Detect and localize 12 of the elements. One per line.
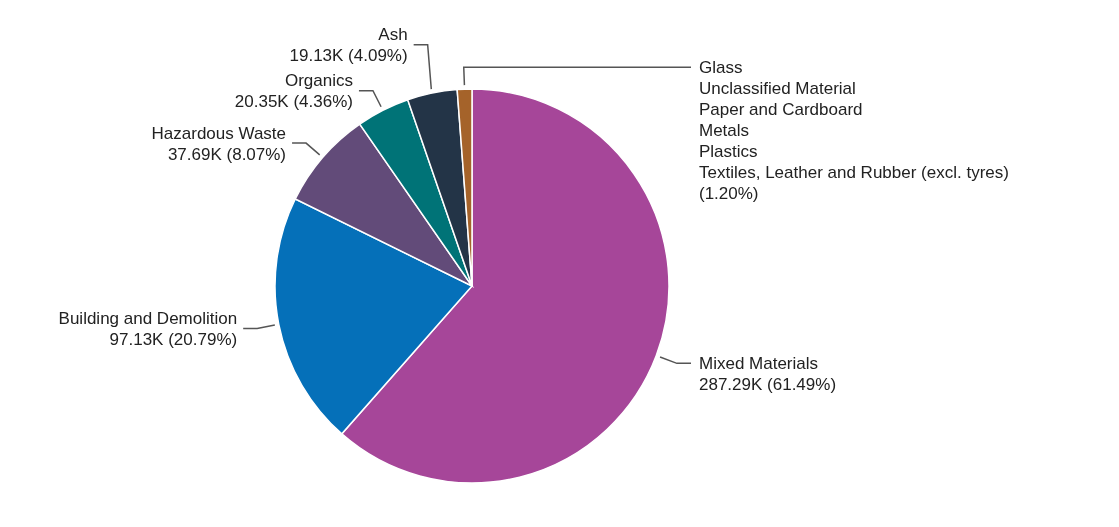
slice-label: Organics [284, 71, 353, 91]
data-label: 20.35K (4.36%) [234, 92, 353, 112]
data-label: 19.13K (4.09%) [289, 46, 408, 66]
data-label: 287.29K (61.49%) [699, 375, 837, 395]
slice-label: Ash [378, 25, 408, 45]
slice-label: Glass Unclassified Material Paper and Cardboard Metals Plastics Textiles, Leather and Rubber (excl. tyres) [699, 58, 1009, 183]
data-label: (1.20%) [699, 184, 759, 204]
slice-label: Mixed Materials [699, 354, 819, 374]
data-label: 37.69K (8.07%) [167, 144, 287, 164]
slice-label: Hazardous Waste [151, 123, 287, 143]
data-label: 97.13K (20.79%) [109, 330, 238, 350]
slice-label: Building and Demolition [58, 309, 238, 329]
